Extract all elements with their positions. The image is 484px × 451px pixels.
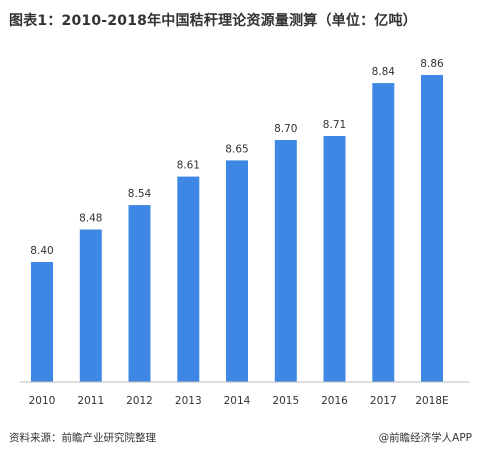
bar-2017	[372, 83, 395, 382]
x-tick-2011: 2011	[77, 395, 104, 407]
x-tick-2013: 2013	[175, 395, 202, 407]
x-tick-2010: 2010	[29, 395, 56, 407]
value-label-2010: 8.40	[30, 245, 53, 257]
bars-group: 8.40 2010 8.48 2011 8.54 2012 8.61 2013 8.65 2014…	[29, 58, 449, 407]
value-label-2017: 8.84	[372, 66, 396, 78]
value-label-2016: 8.71	[323, 119, 346, 131]
x-tick-2014: 2014	[224, 395, 251, 407]
value-label-2018E: 8.86	[420, 58, 444, 70]
x-tick-2016: 2016	[321, 395, 348, 407]
bar-2015	[274, 140, 297, 382]
bar-2011	[79, 229, 102, 382]
chart-title: 图表1：2010-2018年中国秸秆理论资源量测算（单位：亿吨）	[9, 13, 417, 29]
value-label-2013: 8.61	[177, 160, 200, 172]
value-label-2012: 8.54	[128, 188, 152, 200]
bar-2013	[177, 176, 200, 382]
bar-2014	[226, 160, 248, 382]
source-note: 资料来源：前瞻产业研究院整理	[9, 432, 156, 444]
bar-2012	[128, 205, 151, 382]
value-label-2015: 8.70	[274, 123, 297, 135]
x-tick-2018E: 2018E	[415, 395, 448, 407]
bar-2018E	[421, 75, 443, 382]
x-tick-2012: 2012	[126, 395, 153, 407]
value-label-2014: 8.65	[225, 143, 248, 155]
credit-note: @前瞻经济学人APP	[378, 432, 472, 444]
bar-2016	[323, 136, 346, 382]
bar-2010	[31, 262, 53, 382]
x-tick-2015: 2015	[272, 395, 299, 407]
x-tick-2017: 2017	[370, 395, 397, 407]
value-label-2011: 8.48	[79, 213, 102, 225]
